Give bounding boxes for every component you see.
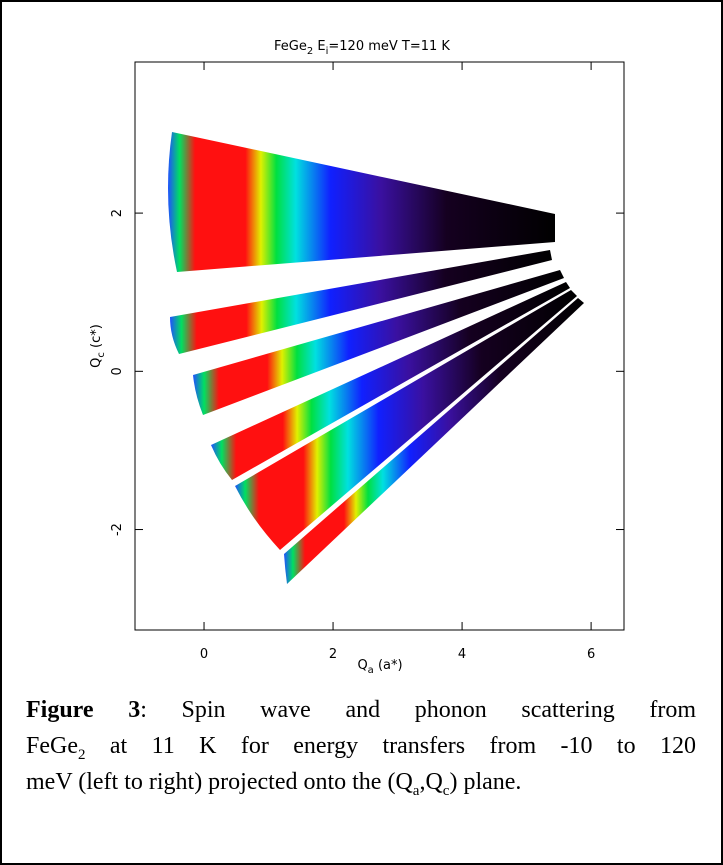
x-tick-label: 2 [329,647,337,662]
label-subscript: c [96,352,107,358]
caption-text: meV (left to right) projected onto the (… [26,769,413,795]
caption-subscript: a [412,782,420,799]
detector-wedge [170,250,552,354]
label-part: (c*) [89,324,104,352]
detector-wedge [193,270,564,415]
plot-title: FeGe2 Ei=120 meV T=11 K [274,39,450,57]
caption-text: ) plane. [449,769,522,795]
caption-line: Figure 3: Spin wave and phonon scatterin… [26,692,696,728]
caption: Figure 3: Spin wave and phonon scatterin… [26,692,696,800]
y-tick-label: 0 [110,367,125,375]
detector-wedge [211,282,570,480]
plot-frame [134,61,625,631]
caption-text: FeGe [26,733,78,759]
title-part: =120 meV T=11 K [328,39,450,54]
label-part: Q [357,658,367,673]
x-tick-label: 0 [200,647,208,662]
title-part: E [313,39,325,54]
caption-text: at 11 K for energy transfers from -10 to… [85,733,696,759]
caption-text: ,Q [419,769,443,795]
detector-wedge [284,298,584,584]
title-part: FeGe [274,39,307,54]
plot: FeGe2 Ei=120 meV T=11 K Qa (a*) Qc (c*) … [89,39,625,676]
x-tick-label: 4 [458,647,466,662]
intensity-map [168,132,584,584]
caption-subscript: c [442,782,450,799]
caption-line: meV (left to right) projected onto the (… [26,764,696,800]
caption-line: FeGe2 at 11 K for energy transfers from … [26,728,696,764]
x-axis-label: Qa (a*) [357,658,402,676]
title-subscript: i [326,46,329,57]
x-tick-label: 6 [587,647,595,662]
y-tick-label: 2 [110,209,125,217]
y-axis-label: Qc (c*) [89,324,107,368]
detector-wedge [168,132,555,272]
figure-label: Figure 3 [26,697,141,723]
label-subscript: a [368,665,374,676]
detector-wedge [235,290,577,550]
label-part: (a*) [374,658,403,673]
caption-text: : Spin wave and phonon scattering from [140,697,697,723]
y-tick-label: -2 [110,523,125,536]
caption-subscript: 2 [77,746,86,763]
label-part: Q [89,358,104,368]
title-subscript: 2 [307,46,313,57]
